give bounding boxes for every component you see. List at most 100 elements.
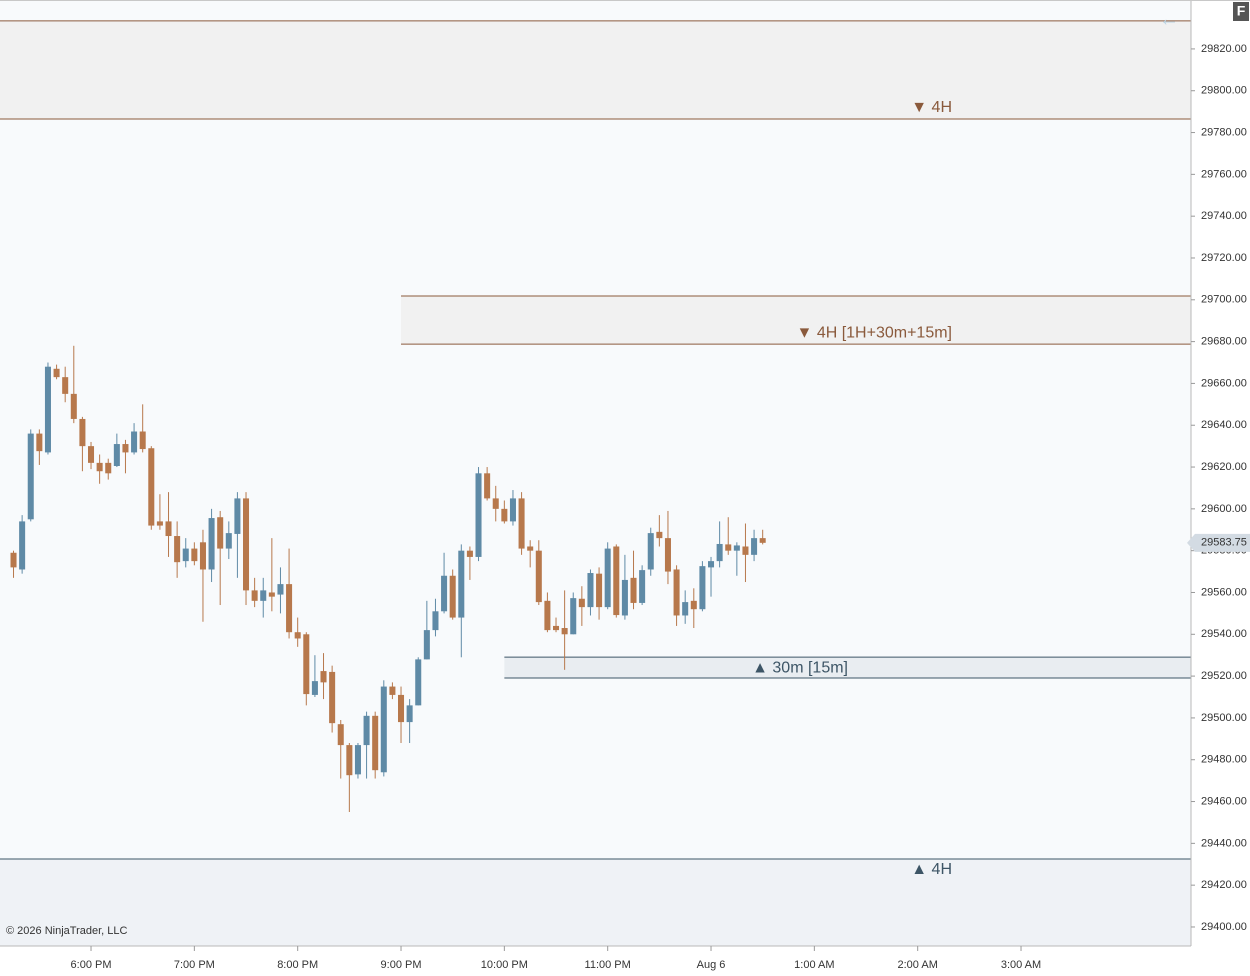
candle-body: [10, 552, 17, 568]
candle-body: [587, 573, 594, 608]
candle-body: [690, 600, 697, 610]
candle-body: [346, 745, 353, 776]
candle-body: [380, 686, 387, 773]
x-tick-label: Aug 6: [697, 959, 726, 971]
candle-body: [354, 745, 361, 775]
badge[interactable]: F: [1237, 3, 1246, 19]
candle-body: [544, 600, 551, 631]
y-tick-label: 29460.00: [1201, 795, 1247, 807]
candle-body: [716, 543, 723, 562]
candle-body: [70, 393, 77, 419]
candle-body: [423, 630, 430, 660]
candle-body: [535, 550, 542, 603]
zone-label: ▲ 30m [15m]: [752, 659, 848, 676]
y-tick-label: 29540.00: [1201, 628, 1247, 640]
y-tick-label: 29620.00: [1201, 461, 1247, 473]
candle-body: [518, 498, 525, 549]
candle-body: [570, 598, 577, 635]
candle-body: [53, 368, 60, 378]
candle-body: [458, 550, 465, 618]
candle-body: [466, 550, 473, 557]
badge-box[interactable]: [1233, 2, 1249, 21]
candle-body: [604, 548, 611, 608]
candles: [10, 345, 766, 812]
candle-body: [389, 686, 396, 695]
candle-body: [449, 575, 456, 618]
candle-body: [234, 498, 241, 534]
candle-body: [268, 592, 275, 597]
candle-body: [656, 531, 663, 539]
candle-body: [406, 705, 413, 723]
x-tick-label: 1:00 AM: [794, 959, 834, 971]
zone: [504, 657, 1192, 678]
candle-body: [475, 473, 482, 557]
y-tick-label: 29520.00: [1201, 670, 1247, 682]
candle-body: [113, 444, 120, 466]
back-arrow[interactable]: ←: [1159, 8, 1179, 30]
candle-body: [509, 498, 516, 522]
candle-body: [139, 431, 146, 450]
candle-body: [208, 518, 215, 570]
y-tick-label: 29480.00: [1201, 754, 1247, 766]
x-tick-label: 3:00 AM: [1001, 959, 1041, 971]
candle-body: [742, 546, 749, 555]
candle-body: [673, 569, 680, 616]
candle-body: [751, 538, 758, 555]
candle-body: [596, 573, 603, 608]
y-tick-label: 29760.00: [1201, 168, 1247, 180]
y-tick-label: 29680.00: [1201, 336, 1247, 348]
x-tick-label: 10:00 PM: [481, 959, 528, 971]
candle-body: [286, 584, 293, 633]
candle-body: [432, 611, 439, 631]
candle-body: [131, 431, 138, 453]
candle-body: [217, 517, 224, 549]
copyright: © 2026 NinjaTrader, LLC: [6, 925, 127, 937]
y-tick-label: 29780.00: [1201, 126, 1247, 138]
y-tick-label: 29660.00: [1201, 377, 1247, 389]
candle-body: [630, 577, 637, 603]
candle-body: [363, 715, 370, 746]
x-tick-label: 7:00 PM: [174, 959, 215, 971]
zone-label: ▲ 4H: [911, 861, 952, 878]
candle-body: [36, 433, 43, 452]
candle-body: [527, 546, 534, 551]
candle-body: [156, 521, 163, 526]
candle-body: [311, 681, 318, 695]
y-tick-label: 29640.00: [1201, 419, 1247, 431]
x-tick-label: 8:00 PM: [277, 959, 318, 971]
y-tick-label: 29500.00: [1201, 712, 1247, 724]
y-tick-label: 29440.00: [1201, 837, 1247, 849]
candle-body: [441, 575, 448, 612]
candle-body: [733, 545, 740, 551]
candle-body: [88, 446, 95, 463]
candle-body: [372, 715, 379, 771]
candle-body: [260, 590, 267, 601]
last-price-tag: [1187, 533, 1250, 552]
candle-body: [613, 546, 620, 616]
candle-body: [320, 671, 327, 683]
candle-body: [79, 418, 86, 447]
candle-body: [27, 433, 34, 520]
candle-body: [62, 377, 69, 394]
candle-body: [553, 625, 560, 631]
candle-body: [182, 548, 189, 562]
candle-body: [148, 448, 155, 526]
candle-body: [699, 566, 706, 610]
candle-body: [44, 366, 51, 453]
candle-body: [501, 508, 508, 522]
y-tick-label: 29800.00: [1201, 85, 1247, 97]
candle-body: [199, 542, 206, 570]
candle-body: [165, 521, 172, 537]
zone: [401, 296, 1191, 345]
candle-body: [329, 671, 336, 724]
candle-body: [759, 538, 766, 543]
candle-body: [398, 694, 405, 723]
candle-body: [415, 659, 422, 706]
candle-body: [484, 473, 491, 499]
x-tick-label: 11:00 PM: [585, 959, 631, 971]
y-tick-label: 29560.00: [1201, 586, 1247, 598]
candle-body: [277, 584, 284, 595]
candle-body: [294, 632, 301, 639]
